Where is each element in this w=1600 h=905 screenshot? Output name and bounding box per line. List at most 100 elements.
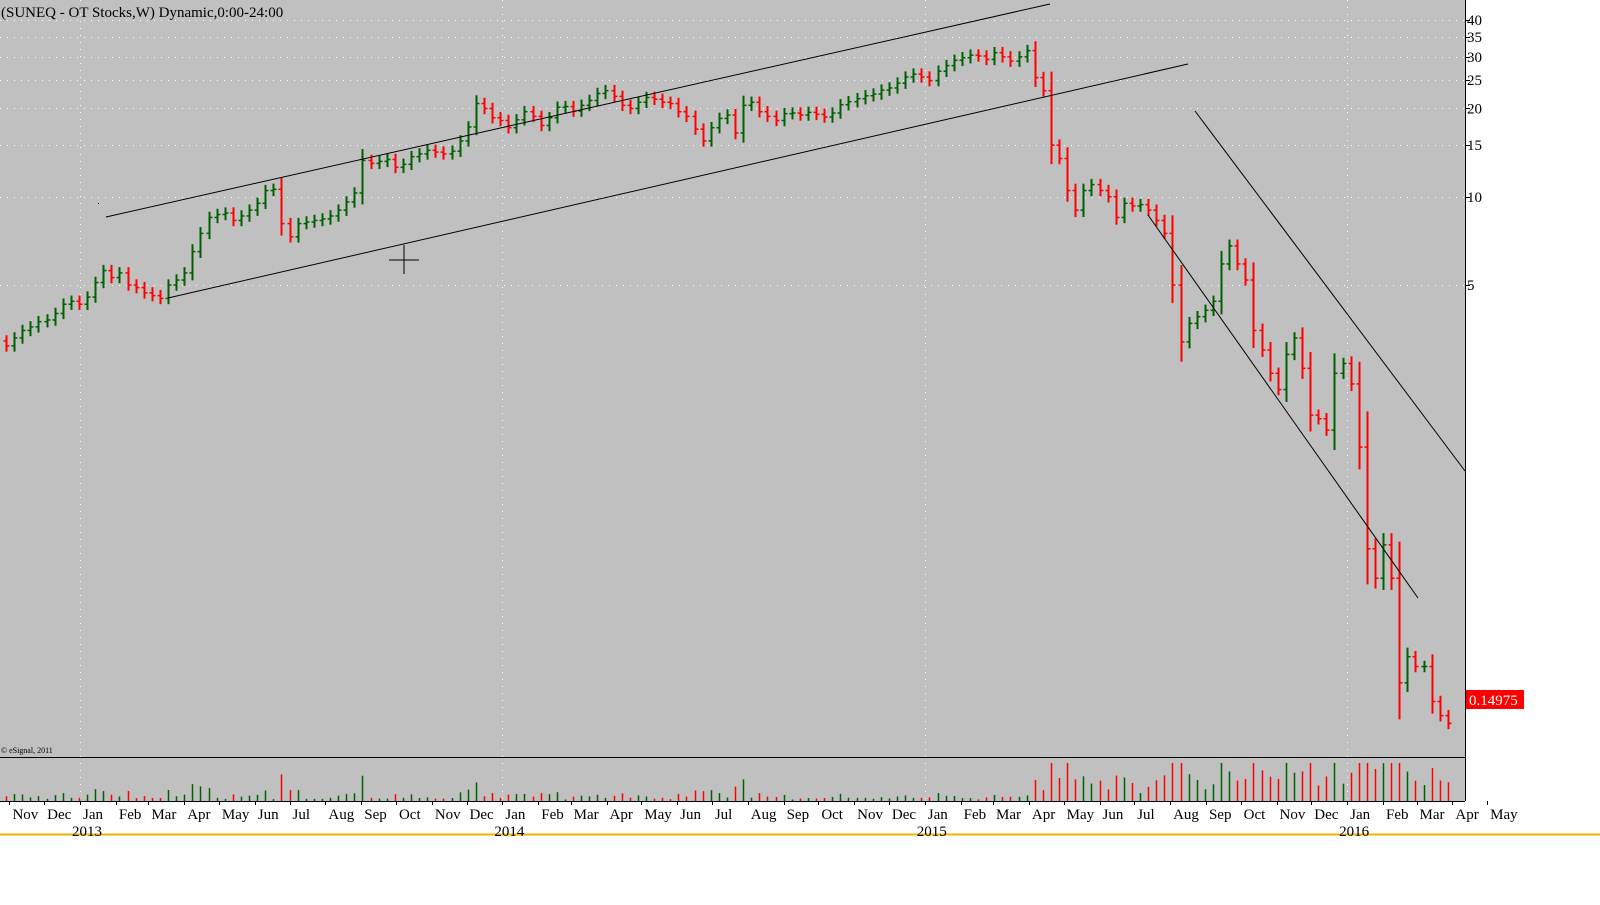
month-tick-label: Aug <box>328 807 354 823</box>
price-bar <box>60 298 67 320</box>
price-bar <box>505 114 512 134</box>
price-bar <box>805 106 812 121</box>
price-bar <box>513 114 520 134</box>
price-bar <box>408 150 415 171</box>
price-bar <box>1129 197 1136 212</box>
price-bar <box>465 121 472 147</box>
esignal-watermark: © eSignal, 2011 <box>1 746 53 755</box>
price-bar <box>84 291 91 310</box>
price-bar <box>781 107 788 127</box>
price-bar <box>1040 71 1047 97</box>
price-bar <box>999 46 1006 63</box>
price-bar <box>100 264 107 289</box>
month-tick-label: Oct <box>821 807 843 823</box>
price-bar <box>92 276 99 303</box>
price-bar <box>1056 139 1063 165</box>
price-bar <box>1421 660 1428 673</box>
price-bar <box>1088 178 1095 197</box>
month-tick-label: Dec <box>470 807 494 823</box>
price-bar <box>1234 239 1241 271</box>
price-bar <box>918 68 925 83</box>
price-bar <box>11 332 18 352</box>
month-tick-label: Jan <box>83 807 103 823</box>
price-bar <box>351 187 358 208</box>
price-bar <box>1080 183 1087 218</box>
year-tick-label: 2015 <box>917 824 947 840</box>
price-bar <box>489 102 496 124</box>
price-bar <box>1404 647 1411 692</box>
downtrend-upper-trendline <box>1194 110 1466 472</box>
price-bar <box>546 111 553 132</box>
price-bar <box>1161 214 1168 240</box>
month-tick-label: Nov <box>857 807 883 823</box>
price-bar <box>149 287 156 302</box>
volume-layer <box>5 763 1450 801</box>
month-tick-label: Nov <box>1280 807 1306 823</box>
price-bar <box>214 208 221 224</box>
price-bar <box>1218 250 1225 315</box>
month-tick-label: Dec <box>1314 807 1338 823</box>
price-bar <box>262 184 269 210</box>
price-bar <box>416 148 423 163</box>
time-axis-background <box>0 801 1600 833</box>
price-bar <box>1380 533 1387 590</box>
price-bar <box>68 295 75 310</box>
price-bar <box>1259 323 1266 357</box>
price-bar <box>311 214 318 228</box>
price-bar <box>157 289 164 305</box>
month-tick-label: Oct <box>399 807 421 823</box>
month-tick-label: Feb <box>119 807 142 823</box>
price-bar <box>1323 412 1330 436</box>
price-bar <box>206 211 213 240</box>
price-tick-label: 25 <box>1467 73 1482 89</box>
price-bar <box>943 59 950 77</box>
price-tick-label: 5 <box>1467 278 1475 294</box>
price-bar <box>1315 409 1322 425</box>
month-tick-label: Mar <box>574 807 599 823</box>
price-bar <box>116 267 123 284</box>
price-bar <box>1242 258 1249 286</box>
price-bar <box>1121 197 1128 224</box>
price-bar <box>481 97 488 115</box>
price-bar <box>1331 353 1338 451</box>
price-bar <box>335 204 342 222</box>
price-bar <box>165 279 172 305</box>
price-bar <box>1445 709 1452 730</box>
price-bar <box>457 135 464 157</box>
last-price-label: 0.14975 <box>1469 693 1518 709</box>
price-bar <box>384 153 391 168</box>
plot-background <box>0 0 1465 757</box>
price-bar <box>319 213 326 227</box>
price-bar <box>845 95 852 111</box>
price-bar <box>1153 204 1160 227</box>
month-tick-label: Aug <box>751 807 777 823</box>
price-bar <box>287 217 294 243</box>
price-bar <box>748 96 755 112</box>
price-bar <box>1437 695 1444 722</box>
price-bar <box>659 93 666 109</box>
price-tick-label: 35 <box>1467 30 1482 46</box>
price-bar <box>821 108 828 123</box>
price-bar <box>886 82 893 96</box>
price-bar <box>926 71 933 87</box>
month-tick-label: Apr <box>610 807 633 823</box>
price-bar <box>967 49 974 64</box>
month-tick-label: Sep <box>364 807 387 823</box>
price-bar <box>343 196 350 216</box>
price-bar <box>1348 356 1355 392</box>
price-bar <box>651 91 658 106</box>
price-bar <box>643 91 650 109</box>
price-bar <box>1210 295 1217 317</box>
price-bar <box>359 149 366 205</box>
price-bar <box>991 46 998 66</box>
price-bar <box>1202 304 1209 323</box>
price-bar <box>1356 361 1363 470</box>
price-bars-layer <box>3 41 1452 730</box>
price-bar <box>392 153 399 174</box>
price-bar <box>870 88 877 102</box>
price-bar <box>530 105 537 123</box>
price-bar <box>238 210 245 227</box>
price-bar <box>878 84 885 100</box>
price-bar <box>1097 178 1104 197</box>
